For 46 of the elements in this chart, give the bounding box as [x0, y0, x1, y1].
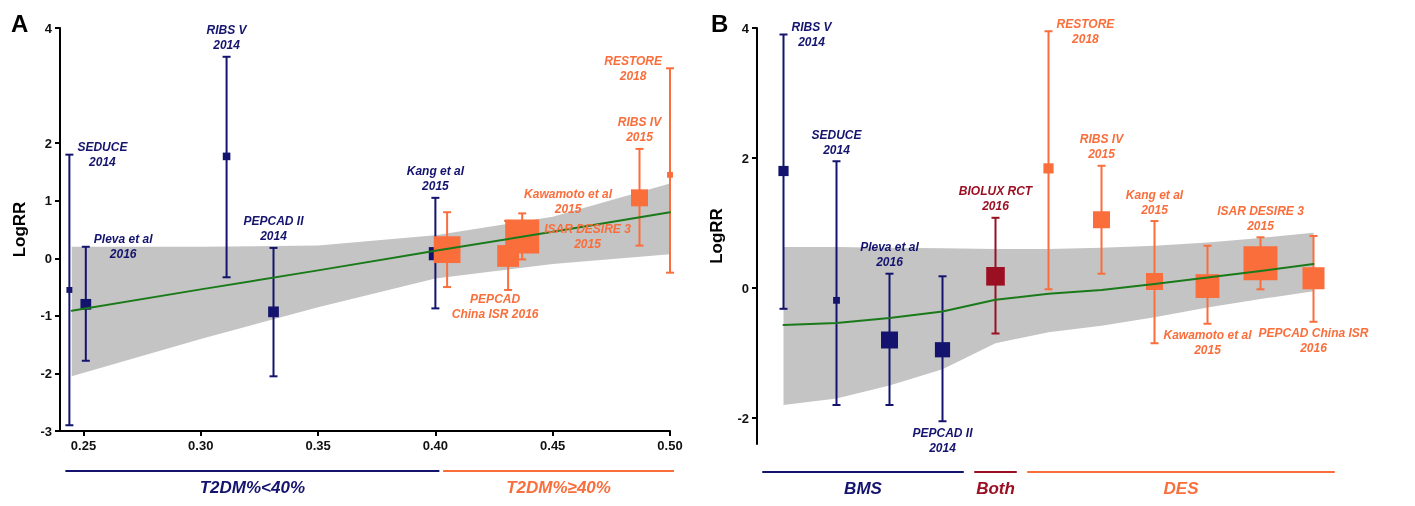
annotation: RIBS V 2014: [206, 23, 248, 53]
annotation: Kawamoto et al 2015: [1163, 328, 1253, 358]
x-tick-label: 0.35: [305, 438, 331, 453]
y-tick-label: 0: [44, 250, 52, 266]
y-tick-label: 2: [44, 135, 52, 151]
text: T2DM%≥40%: [506, 477, 611, 497]
chart-title: A: [11, 9, 29, 37]
annotation: ISAR DESIRE 3 2015: [1217, 203, 1305, 233]
annotation: SEDUCE 2014: [77, 140, 129, 170]
y-tick-label: -1: [40, 308, 52, 324]
annotation: RIBS IV 2015: [617, 115, 663, 145]
x-tick-label: 0.50: [657, 438, 683, 453]
annotation: Kawamoto et al 2015: [524, 187, 613, 217]
x-tick-label: 0.40: [422, 438, 449, 453]
annotation: PEPCAD II 2014: [243, 214, 305, 244]
text: T2DM%<40%: [199, 477, 306, 497]
annotation: Pleva et al 2016: [93, 232, 154, 262]
annotation: BIOLUX RCT 2016: [958, 184, 1034, 214]
annotation: Pleva et al 2016: [860, 240, 920, 270]
y-tick-label: 2: [741, 150, 749, 166]
y-tick-label: 0: [741, 280, 749, 296]
annotation: PEPCAD II 2014: [912, 425, 974, 455]
annotation: RESTORE 2018: [604, 53, 663, 83]
y-tick-label: 4: [741, 20, 750, 36]
x-tick-label: 0.30: [188, 438, 214, 453]
annotation: Kang et al 2015: [406, 164, 465, 194]
annotation: Kang et al 2015: [1125, 187, 1184, 217]
text: BMS: [844, 478, 883, 498]
annotation: RESTORE 2018: [1056, 16, 1116, 46]
annotation: PEPCAD China ISR 2016: [451, 291, 539, 321]
y-axis-title: LogRR: [10, 201, 29, 258]
chart-title: B: [711, 9, 729, 37]
y-tick-label: -3: [40, 423, 52, 439]
y-axis-title: LogRR: [707, 208, 726, 264]
text: DES: [1163, 478, 1200, 498]
annotation: RIBS V 2014: [791, 20, 833, 49]
annotation: RIBS IV 2015: [1079, 132, 1125, 162]
legend-label: Both: [976, 478, 1015, 498]
y-tick-label: 4: [44, 20, 53, 36]
annotation: SEDUCE 2014: [811, 127, 863, 157]
y-tick-label: 1: [44, 193, 52, 209]
y-tick-label: -2: [40, 365, 52, 381]
annotation: PEPCAD China ISR 2016: [1258, 326, 1369, 356]
y-tick-label: -2: [737, 410, 749, 426]
x-tick-label: 0.45: [540, 438, 566, 453]
x-tick-label: 0.25: [70, 438, 97, 453]
